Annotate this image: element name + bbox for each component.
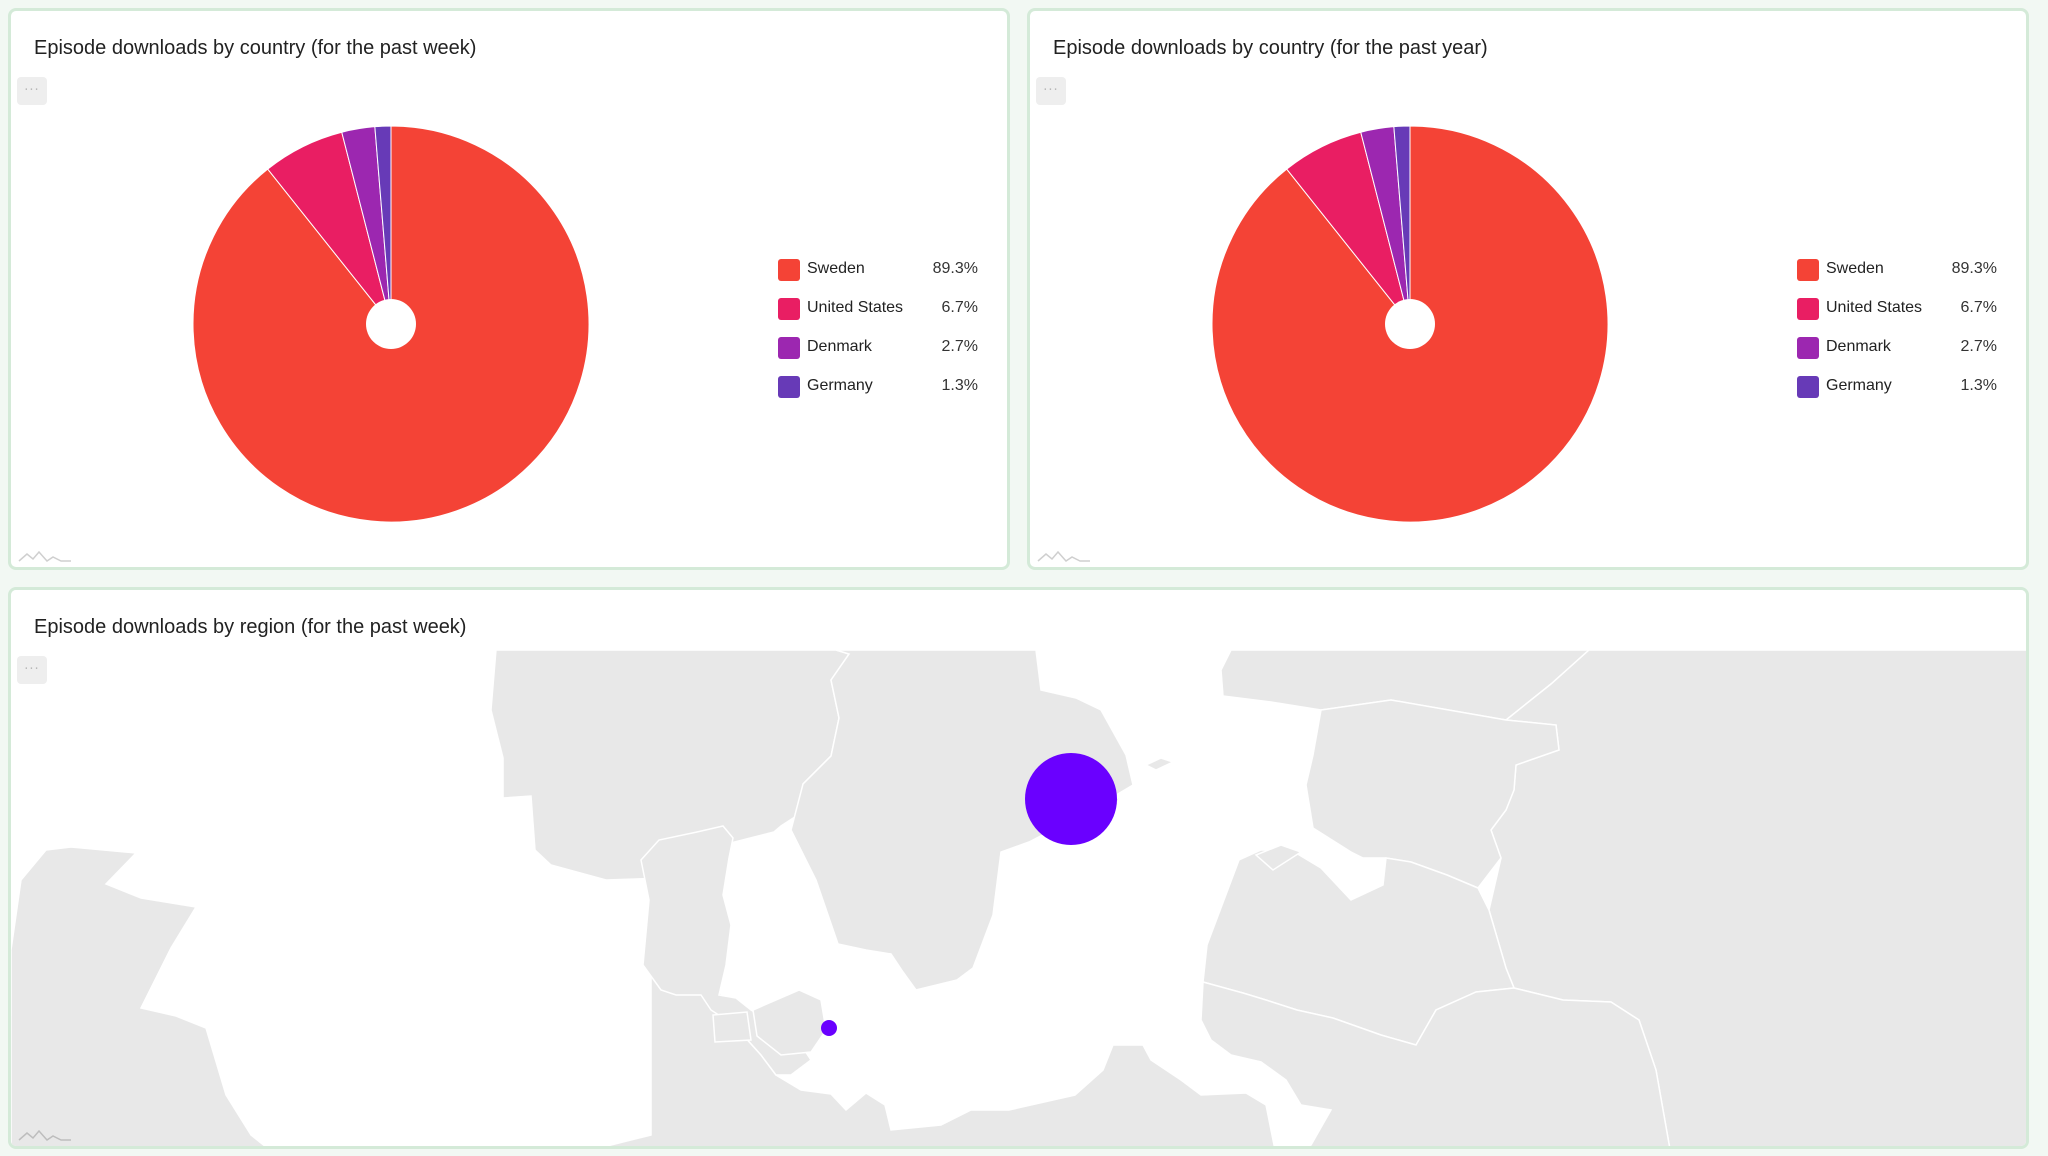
- pie-center-hole: [366, 299, 416, 349]
- legend-swatch: [778, 259, 800, 281]
- legend-swatch: [1797, 337, 1819, 359]
- legend-item[interactable]: Denmark 2.7%: [1797, 333, 1997, 372]
- funen-land: [712, 1011, 752, 1043]
- pie-card-week: Episode downloads by country (for the pa…: [8, 8, 1010, 570]
- legend-item[interactable]: Germany 1.3%: [778, 372, 978, 411]
- watermark-icon: [1037, 550, 1090, 562]
- legend-label: Sweden: [807, 260, 865, 277]
- pie-slice-germany[interactable]: [1393, 125, 1411, 325]
- legend-label: Germany: [1826, 377, 1892, 394]
- central-europe-land: [603, 969, 1275, 1146]
- map-header-band: [11, 590, 2026, 650]
- legend-label: Denmark: [1826, 338, 1891, 355]
- pie-legend: Sweden 89.3% United States 6.7% Denmark …: [1797, 255, 1997, 411]
- legend-value: 6.7%: [941, 299, 978, 316]
- region-bubble-stockholm[interactable]: [1025, 753, 1117, 845]
- legend-item[interactable]: Germany 1.3%: [1797, 372, 1997, 411]
- map-card: Episode downloads by region (for the pas…: [8, 587, 2029, 1149]
- bubbles: [821, 753, 1117, 1036]
- saaremaa-land: [1254, 844, 1303, 871]
- card-title: Episode downloads by country (for the pa…: [34, 37, 477, 59]
- pie-chart: [1211, 125, 1609, 523]
- legend-swatch: [1797, 259, 1819, 281]
- pie-slice-germany[interactable]: [374, 125, 392, 325]
- legend-swatch: [778, 376, 800, 398]
- legend-value: 89.3%: [932, 260, 978, 277]
- legend-value: 6.7%: [1960, 299, 1997, 316]
- card-menu-button[interactable]: ···: [1036, 77, 1066, 105]
- pie-center-hole: [1385, 299, 1435, 349]
- legend-swatch: [778, 298, 800, 320]
- card-title: Episode downloads by region (for the pas…: [34, 616, 467, 638]
- card-menu-button[interactable]: ···: [17, 656, 47, 684]
- land: [11, 649, 2026, 1146]
- watermark-icon: [18, 550, 71, 562]
- legend-label: Denmark: [807, 338, 872, 355]
- legend-swatch: [778, 337, 800, 359]
- pie-card-year: Episode downloads by country (for the pa…: [1027, 8, 2029, 570]
- watermark-icon: [18, 1129, 71, 1141]
- sweden-land: [790, 649, 1134, 991]
- legend-value: 2.7%: [1960, 338, 1997, 355]
- legend-item[interactable]: Sweden 89.3%: [778, 255, 978, 294]
- pie-chart: [192, 125, 590, 523]
- card-menu-button[interactable]: ···: [17, 77, 47, 105]
- central-europe-land-2: [1200, 981, 1671, 1146]
- estonia-land: [1305, 699, 1560, 889]
- legend-swatch: [1797, 376, 1819, 398]
- legend-item[interactable]: United States 6.7%: [778, 294, 978, 333]
- card-title: Episode downloads by country (for the pa…: [1053, 37, 1488, 59]
- pie-legend: Sweden 89.3% United States 6.7% Denmark …: [778, 255, 978, 411]
- zealand-land: [752, 989, 827, 1056]
- uk-land: [11, 846, 266, 1146]
- legend-value: 89.3%: [1951, 260, 1997, 277]
- legend-item[interactable]: Denmark 2.7%: [778, 333, 978, 372]
- legend-label: Sweden: [1826, 260, 1884, 277]
- aland-land: [1144, 757, 1176, 771]
- legend-value: 2.7%: [941, 338, 978, 355]
- legend-label: United States: [1826, 299, 1923, 316]
- legend-value: 1.3%: [1960, 377, 1997, 394]
- legend-label: United States: [807, 299, 904, 316]
- region-map[interactable]: [11, 590, 2029, 1149]
- legend-value: 1.3%: [941, 377, 978, 394]
- legend-item[interactable]: United States 6.7%: [1797, 294, 1997, 333]
- legend-swatch: [1797, 298, 1819, 320]
- legend-label: Germany: [807, 377, 873, 394]
- region-bubble-copenhagen[interactable]: [821, 1020, 837, 1036]
- legend-item[interactable]: Sweden 89.3%: [1797, 255, 1997, 294]
